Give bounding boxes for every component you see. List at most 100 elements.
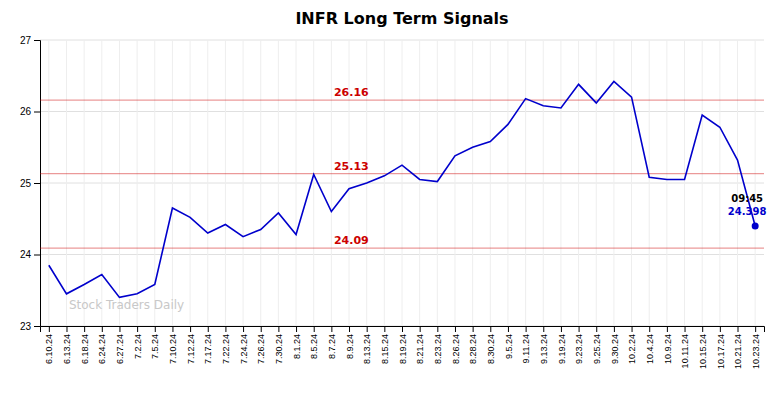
tick: 8.19.24 (398, 326, 408, 364)
tick: 7.30.24 (274, 326, 284, 364)
tick-label: 8.19.24 (398, 334, 408, 364)
tick: 8.23.24 (433, 326, 443, 364)
tick-label: 8.9.24 (345, 334, 355, 359)
grid-line (560, 40, 561, 326)
tick-label: 10.21.24 (733, 334, 743, 369)
tick-label: 7.10.24 (168, 334, 178, 364)
tick-label: 8.7.24 (327, 334, 337, 359)
tick-mark (190, 326, 191, 332)
tick: 10.23.24 (751, 326, 761, 369)
tick: 7.10.24 (168, 326, 178, 364)
tick-label: 9.23.24 (574, 334, 584, 364)
tick-label: 6.27.24 (115, 334, 125, 364)
tick: 27 (20, 35, 40, 46)
tick-mark (34, 112, 40, 113)
grid-line (472, 40, 473, 326)
tick: 7.22.24 (221, 326, 231, 364)
tick-label: 25 (20, 178, 32, 189)
grid-line (101, 40, 102, 326)
tick: 10.17.24 (716, 326, 726, 369)
tick: 6.18.24 (80, 326, 90, 364)
tick-mark (685, 326, 686, 332)
tick: 7.12.24 (186, 326, 196, 364)
tick: 8.5.24 (309, 326, 319, 359)
tick-mark (349, 326, 350, 332)
grid-line (119, 40, 120, 326)
tick-mark (155, 326, 156, 332)
tick-label: 10.15.24 (698, 334, 708, 369)
tick-label: 10.4.24 (645, 334, 655, 364)
tick: 9.25.24 (592, 326, 602, 364)
tick: 8.9.24 (345, 326, 355, 359)
reference-label: 24.09 (334, 234, 369, 247)
tick: 6.13.24 (62, 326, 72, 364)
annotation: 24.398 (728, 206, 767, 217)
grid-line (349, 40, 350, 326)
tick-label: 7.2.24 (133, 334, 143, 359)
grid-line (207, 40, 208, 326)
tick-mark (473, 326, 474, 332)
tick-label: 7.30.24 (274, 334, 284, 364)
tick-mark (667, 326, 668, 332)
tick-mark (34, 326, 40, 327)
grid-line (437, 40, 438, 326)
tick: 8.28.24 (468, 326, 478, 364)
grid-line (490, 40, 491, 326)
tick: 24 (20, 249, 40, 260)
tick-mark (49, 326, 50, 332)
tick-label: 7.26.24 (256, 334, 266, 364)
tick: 10.4.24 (645, 326, 655, 364)
tick: 10.2.24 (627, 326, 637, 364)
grid-line (596, 40, 597, 326)
tick-mark (66, 326, 67, 332)
grid-line (755, 40, 756, 326)
tick-mark (579, 326, 580, 332)
tick-mark (84, 326, 85, 332)
tick: 25 (20, 178, 40, 189)
tick-mark (420, 326, 421, 332)
y-axis: 2324252627 (20, 35, 41, 332)
tick-label: 6.24.24 (97, 334, 107, 364)
tick-mark (526, 326, 527, 332)
tick-label: 9.5.24 (504, 334, 514, 359)
watermark: Stock Traders Daily (69, 298, 184, 312)
grid-line (525, 40, 526, 326)
tick: 8.13.24 (362, 326, 372, 364)
tick-mark (102, 326, 103, 332)
tick-label: 8.26.24 (451, 334, 461, 364)
reference-line (40, 99, 764, 100)
tick-mark (702, 326, 703, 332)
tick-mark (34, 255, 40, 256)
tick-label: 10.23.24 (751, 334, 761, 369)
grid-line (578, 40, 579, 326)
tick-label: 9.25.24 (592, 334, 602, 364)
grid-line (296, 40, 297, 326)
tick-mark (34, 40, 40, 41)
tick-label: 9.19.24 (557, 334, 567, 364)
tick-label: 9.30.24 (610, 334, 620, 364)
grid-line (84, 40, 85, 326)
grid-line (402, 40, 403, 326)
tick: 7.17.24 (203, 326, 213, 364)
tick: 26 (20, 106, 40, 117)
tick-mark (561, 326, 562, 332)
tick-label: 9.13.24 (539, 334, 549, 364)
tick-label: 8.1.24 (292, 334, 302, 359)
tick-label: 8.15.24 (380, 334, 390, 364)
tick: 8.21.24 (415, 326, 425, 364)
tick: 10.11.24 (680, 326, 690, 368)
tick-label: 7.17.24 (203, 334, 213, 364)
grid-line (48, 40, 49, 326)
tick: 9.13.24 (539, 326, 549, 364)
tick-mark (261, 326, 262, 332)
tick: 6.24.24 (97, 326, 107, 364)
tick: 8.26.24 (451, 326, 461, 364)
grid-line (225, 40, 226, 326)
tick-label: 27 (20, 35, 32, 46)
grid-line (137, 40, 138, 326)
tick-mark (543, 326, 544, 332)
grid-line (702, 40, 703, 326)
tick-mark (367, 326, 368, 332)
line (49, 81, 755, 297)
tick-label: 26 (20, 106, 32, 117)
